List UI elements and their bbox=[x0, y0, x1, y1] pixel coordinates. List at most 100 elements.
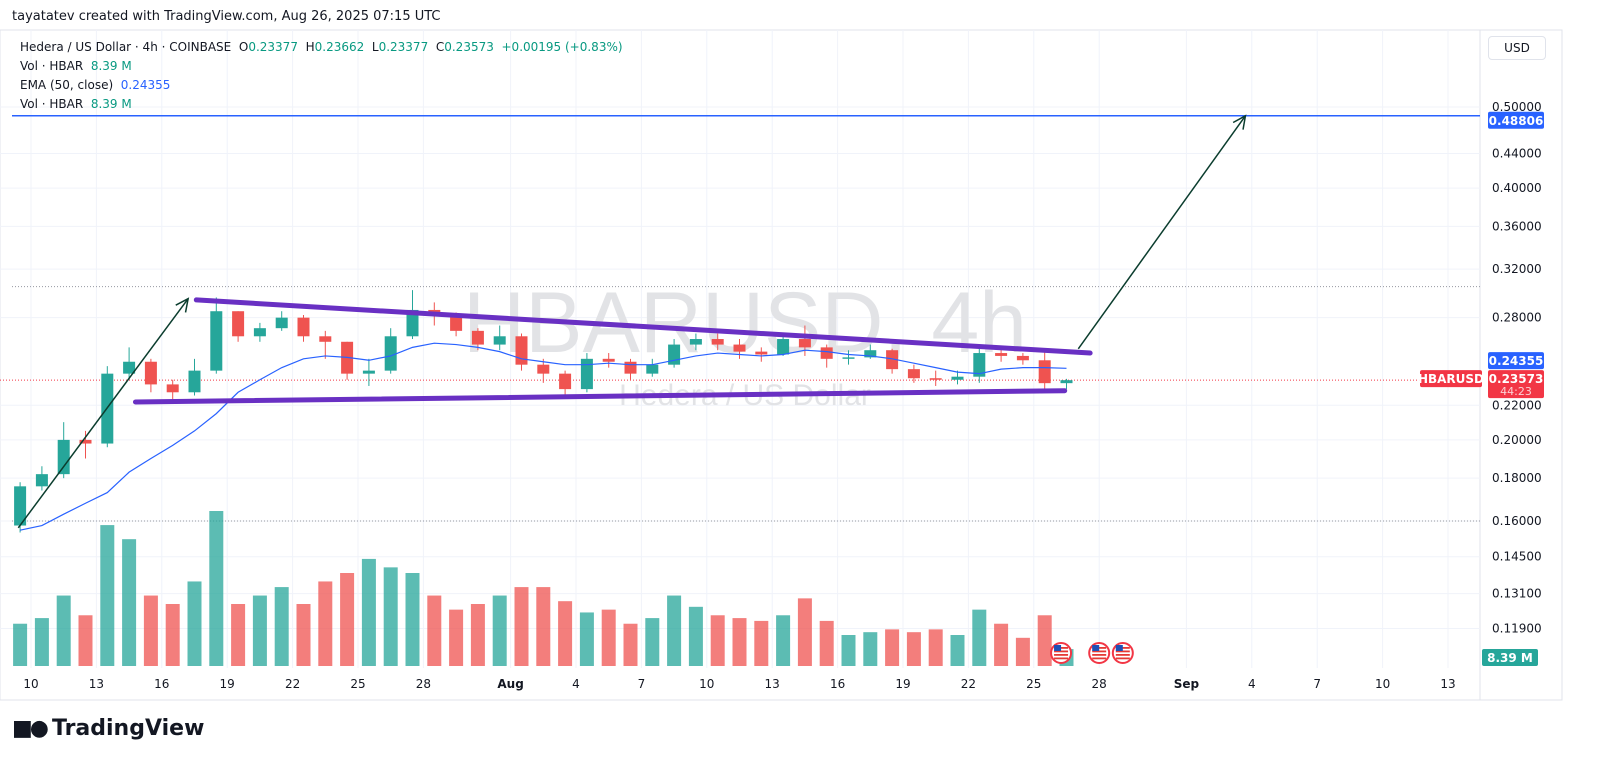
candle-body bbox=[1016, 355, 1029, 361]
volume-bar bbox=[776, 615, 791, 666]
candle bbox=[602, 353, 615, 368]
y-tick-label: 0.36000 bbox=[1492, 219, 1542, 233]
open-label: O bbox=[238, 40, 249, 54]
candle bbox=[1038, 350, 1051, 390]
candle-body bbox=[35, 474, 48, 487]
x-tick-label: 10 bbox=[699, 677, 714, 691]
volume-bar bbox=[165, 604, 180, 666]
ema-legend[interactable]: EMA (50, close) 0.24355 bbox=[20, 76, 623, 95]
symbol-tag: HBARUSD bbox=[1418, 370, 1484, 388]
svg-text:HBARUSD: HBARUSD bbox=[1418, 372, 1484, 386]
candle bbox=[362, 358, 375, 386]
x-tick-label: 25 bbox=[1026, 677, 1041, 691]
volume-bar bbox=[623, 623, 638, 666]
candle bbox=[341, 341, 354, 380]
candle-body bbox=[689, 339, 702, 345]
candle bbox=[798, 325, 811, 356]
volume-legend[interactable]: Vol · HBAR 8.39 M bbox=[20, 57, 623, 76]
candle-body bbox=[275, 317, 288, 329]
candle bbox=[166, 379, 179, 402]
candle bbox=[1060, 378, 1073, 390]
candle-body bbox=[144, 361, 157, 385]
candle-body bbox=[995, 353, 1008, 356]
lower-trendline[interactable] bbox=[132, 388, 1068, 405]
candle bbox=[471, 328, 484, 351]
us-flag-icon[interactable] bbox=[1050, 642, 1073, 664]
candle bbox=[319, 330, 332, 359]
volume-bar bbox=[645, 618, 660, 666]
candle bbox=[537, 358, 550, 383]
chart-credit: tayatatev created with TradingView.com, … bbox=[12, 9, 441, 24]
us-flag-icon[interactable] bbox=[1111, 642, 1134, 664]
y-tick-label: 0.44000 bbox=[1492, 146, 1542, 160]
y-tick-label: 0.13100 bbox=[1492, 587, 1542, 601]
ema-line bbox=[19, 342, 1067, 531]
volume-bar bbox=[56, 595, 71, 666]
volume-bar bbox=[928, 629, 943, 666]
candle-body bbox=[820, 347, 833, 359]
candle bbox=[973, 347, 986, 383]
candle bbox=[907, 364, 920, 383]
candle bbox=[275, 311, 288, 331]
x-tick-label: 19 bbox=[895, 677, 910, 691]
volume-bar bbox=[361, 558, 376, 666]
volume-bar bbox=[13, 623, 28, 666]
volume-bar bbox=[819, 620, 834, 666]
upper-trendline[interactable] bbox=[193, 297, 1093, 356]
candle-body bbox=[864, 350, 877, 358]
candle-body bbox=[232, 311, 245, 337]
candle-body bbox=[471, 330, 484, 345]
y-tick-label: 0.11900 bbox=[1492, 622, 1542, 636]
change-value: +0.00195 (+0.83%) bbox=[501, 40, 623, 54]
volume-bar bbox=[732, 618, 747, 666]
volume-bar bbox=[470, 604, 485, 666]
candle bbox=[689, 333, 702, 351]
event-icons bbox=[1050, 642, 1134, 664]
arrowhead-icon bbox=[175, 297, 190, 313]
volume-bar bbox=[122, 539, 137, 666]
time-axis: 10 13 16 19 22 25 28 Aug 4 7 10 13 16 19 22 25 28 Sep 4 7 10… bbox=[23, 677, 1455, 691]
candle bbox=[755, 347, 768, 362]
candle-body bbox=[711, 339, 724, 345]
candle-body bbox=[1060, 380, 1073, 384]
candle-body bbox=[14, 486, 27, 526]
symbol-info: Hedera / US Dollar · 4h · COINBASE bbox=[20, 40, 232, 54]
candle-body bbox=[798, 339, 811, 348]
volume-label: Vol · HBAR bbox=[20, 97, 84, 111]
candle-body bbox=[210, 311, 223, 371]
candle bbox=[624, 358, 637, 380]
arrow-1[interactable] bbox=[17, 297, 190, 529]
ema-price-badge: 0.24355 bbox=[1488, 352, 1544, 370]
x-tick-label: 28 bbox=[1092, 677, 1107, 691]
candle-body bbox=[57, 439, 70, 475]
candle-body bbox=[755, 351, 768, 355]
candle bbox=[232, 311, 245, 342]
candle bbox=[929, 370, 942, 386]
currency-button[interactable]: USD bbox=[1488, 36, 1546, 60]
candle bbox=[842, 350, 855, 365]
y-tick-label: 0.20000 bbox=[1492, 433, 1542, 447]
x-tick-label: 22 bbox=[285, 677, 300, 691]
volume-label: Vol · HBAR bbox=[20, 59, 84, 73]
us-flag-icon[interactable] bbox=[1088, 642, 1111, 664]
volume-legend-2[interactable]: Vol · HBAR 8.39 M bbox=[20, 95, 623, 114]
volume-bar bbox=[100, 525, 115, 666]
candle-body bbox=[886, 350, 899, 370]
candle-body bbox=[646, 364, 659, 374]
arrow-2[interactable] bbox=[1077, 114, 1247, 350]
volume-bar bbox=[514, 587, 529, 666]
tradingview-logo[interactable]: ■● TradingView bbox=[12, 716, 204, 741]
volume-bar bbox=[34, 618, 49, 666]
volume-bar bbox=[1037, 615, 1052, 666]
svg-text:8.39 M: 8.39 M bbox=[1487, 651, 1533, 665]
tradingview-logo-icon: ■● bbox=[12, 716, 49, 741]
x-tick-label: 13 bbox=[765, 677, 780, 691]
volume-bar bbox=[863, 632, 878, 666]
x-tick-label: 7 bbox=[1313, 677, 1321, 691]
volume-bar bbox=[209, 511, 224, 666]
candle bbox=[123, 347, 136, 380]
volume-bar bbox=[667, 595, 682, 666]
candle-body bbox=[777, 339, 790, 355]
close-label: C bbox=[435, 40, 445, 54]
